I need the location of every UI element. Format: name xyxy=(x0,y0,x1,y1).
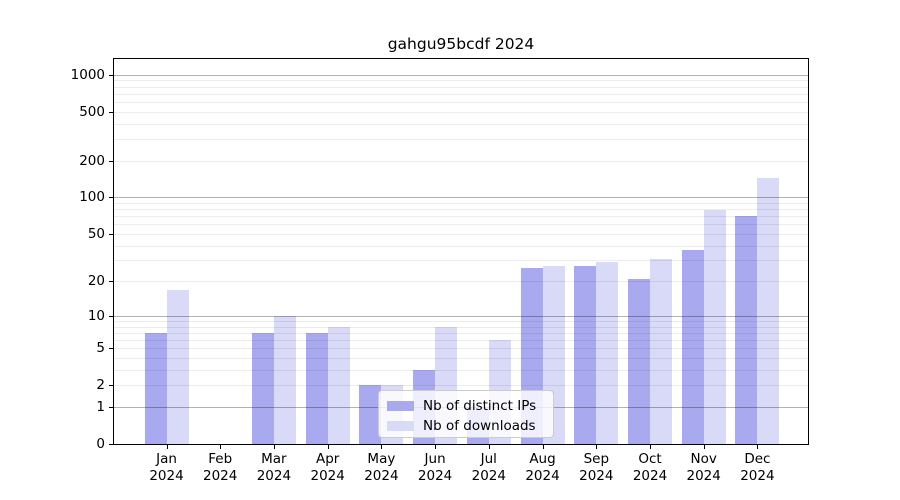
bar-downloads-apr xyxy=(327,326,350,444)
x-tick-label-oct: Oct 2024 xyxy=(632,451,668,484)
x-tick-label-feb: Feb 2024 xyxy=(203,451,238,484)
x-tick-label-dec: Dec 2024 xyxy=(740,451,775,484)
y-tick-label-10: 10 xyxy=(87,307,105,324)
y-tick-1 xyxy=(109,406,113,408)
y-tick-label-2: 2 xyxy=(96,377,105,394)
bar-downloads-nov xyxy=(703,210,726,444)
bar-downloads-jan xyxy=(166,289,189,444)
legend-label-distinct-ips: Nb of distinct IPs xyxy=(423,397,537,414)
legend-row-distinct-ips: Nb of distinct IPs xyxy=(387,396,553,415)
x-tick-jan xyxy=(166,445,168,449)
y-tick-label-200: 200 xyxy=(79,152,105,169)
gridline-minor-40 xyxy=(114,245,808,247)
bar-downloads-oct xyxy=(650,258,672,444)
gridline-minor-90 xyxy=(114,202,808,204)
gridline-minor-3 xyxy=(114,369,808,371)
x-tick-mar xyxy=(273,445,275,449)
gridline-major-1000 xyxy=(114,74,808,76)
x-tick-oct xyxy=(650,445,651,449)
gridline-minor-9 xyxy=(114,320,808,322)
y-tick-label-500: 500 xyxy=(79,103,105,120)
gridline-minor-80 xyxy=(114,209,808,211)
gridline-minor-50 xyxy=(114,233,808,235)
x-tick-nov xyxy=(703,445,705,449)
x-tick-jul xyxy=(488,445,490,449)
bar-downloads-mar xyxy=(273,315,296,444)
gridline-minor-400 xyxy=(114,123,808,125)
legend-swatch-downloads xyxy=(387,420,414,431)
bar-downloads-sep xyxy=(596,262,619,444)
legend-swatch-distinct-ips xyxy=(387,400,414,411)
y-tick-label-0: 0 xyxy=(96,436,105,452)
x-tick-label-may: May 2024 xyxy=(364,451,399,484)
x-tick-apr xyxy=(327,445,329,449)
y-tick-label-5: 5 xyxy=(96,340,105,357)
gridline-minor-700 xyxy=(114,93,808,95)
x-tick-label-jul: Jul 2024 xyxy=(471,451,506,484)
y-tick-200 xyxy=(109,160,113,162)
x-tick-may xyxy=(381,445,383,449)
gridline-minor-900 xyxy=(114,80,808,82)
gridline-minor-8 xyxy=(114,326,808,328)
x-tick-feb xyxy=(220,445,222,449)
x-tick-label-mar: Mar 2024 xyxy=(256,451,292,484)
bar-distinct-ips-oct xyxy=(628,278,650,444)
y-tick-label-50: 50 xyxy=(87,225,105,242)
gridline-minor-20 xyxy=(114,281,808,283)
y-tick-label-1: 1 xyxy=(96,398,105,415)
bar-distinct-ips-nov xyxy=(681,249,704,444)
y-tick-label-20: 20 xyxy=(87,273,105,290)
gridline-minor-200 xyxy=(114,160,808,162)
bar-distinct-ips-apr xyxy=(305,332,328,444)
bar-downloads-dec xyxy=(757,177,780,444)
y-tick-100 xyxy=(109,197,113,199)
x-tick-label-nov: Nov 2024 xyxy=(686,451,721,484)
y-tick-1000 xyxy=(109,74,113,76)
gridline-minor-60 xyxy=(114,224,808,226)
y-tick-5 xyxy=(109,348,113,350)
plot-area xyxy=(113,58,809,445)
gridline-minor-800 xyxy=(114,86,808,88)
y-tick-2 xyxy=(109,385,113,387)
gridline-major-100 xyxy=(114,197,808,199)
bar-distinct-ips-dec xyxy=(735,216,758,444)
x-tick-sep xyxy=(596,445,598,449)
gridline-minor-30 xyxy=(114,260,808,262)
gridline-minor-6 xyxy=(114,340,808,341)
legend-row-downloads: Nb of downloads xyxy=(387,416,553,435)
x-tick-jun xyxy=(435,445,437,449)
x-tick-label-jun: Jun 2024 xyxy=(417,451,453,484)
y-tick-50 xyxy=(109,233,113,235)
bar-distinct-ips-mar xyxy=(251,332,274,444)
gridline-minor-4 xyxy=(114,358,808,359)
x-tick-dec xyxy=(757,445,759,449)
gridline-minor-300 xyxy=(114,138,808,140)
y-tick-20 xyxy=(109,281,113,283)
gridline-minor-500 xyxy=(114,111,808,113)
gridline-minor-600 xyxy=(114,101,808,103)
y-tick-0 xyxy=(109,444,113,445)
gridline-minor-70 xyxy=(114,216,808,218)
bar-distinct-ips-may xyxy=(359,385,382,444)
y-tick-500 xyxy=(109,111,113,113)
x-tick-label-sep: Sep 2024 xyxy=(579,451,614,484)
y-tick-label-1000: 1000 xyxy=(70,66,105,83)
y-tick-10 xyxy=(109,315,113,317)
bar-distinct-ips-sep xyxy=(574,265,597,444)
gridline-major-10 xyxy=(114,315,808,317)
bar-distinct-ips-jan xyxy=(144,332,167,444)
y-tick-label-100: 100 xyxy=(79,189,105,206)
legend-label-downloads: Nb of downloads xyxy=(423,417,536,434)
gridline-minor-5 xyxy=(114,348,808,350)
legend: Nb of distinct IPs Nb of downloads xyxy=(378,390,554,438)
x-tick-label-aug: Aug 2024 xyxy=(525,451,560,484)
x-tick-aug xyxy=(542,445,544,449)
gridline-minor-7 xyxy=(114,332,808,334)
gridline-minor-2 xyxy=(114,385,808,387)
x-tick-label-apr: Apr 2024 xyxy=(310,451,345,484)
chart-title: gahgu95bcdf 2024 xyxy=(387,35,535,53)
x-tick-label-jan: Jan 2024 xyxy=(149,451,184,484)
